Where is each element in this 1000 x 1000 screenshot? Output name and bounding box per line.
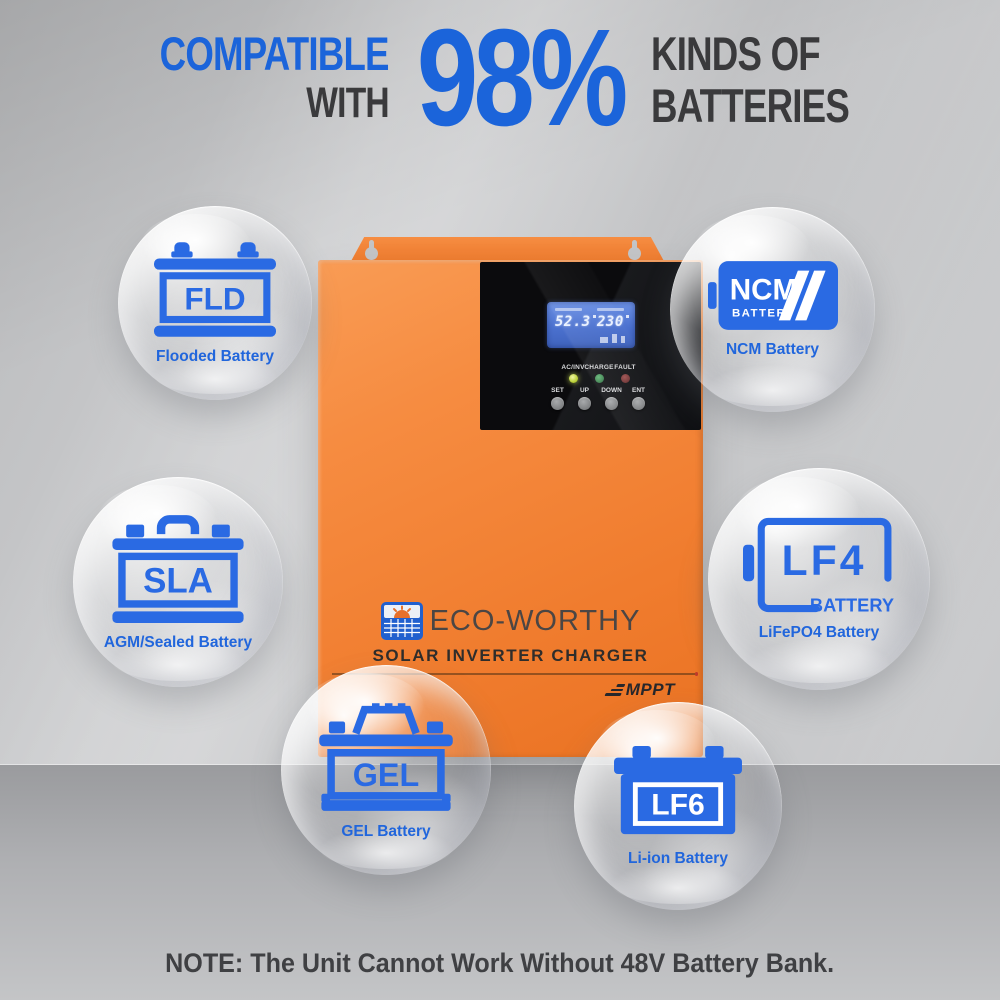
button-label-down: DOWN <box>601 387 622 394</box>
led-fault <box>620 374 630 383</box>
bubble-sla-battery: SLA AGM/Sealed Battery <box>73 477 283 687</box>
bubble-label: NCM Battery <box>725 340 819 358</box>
down-button[interactable] <box>605 397 618 410</box>
bubble-ncm-battery: NCM BATTERY NCM Battery <box>670 207 875 412</box>
bubble-lifepo4-battery: LF4 BATTERY LiFePO4 Battery <box>708 468 930 690</box>
led-label-charge: CHARGE <box>584 364 614 371</box>
footer-note-text: NOTE: The Unit Cannot Work Without 48V B… <box>165 948 835 978</box>
ncm-battery-icon: NCM BATTERY <box>707 260 838 330</box>
bubble-liion-battery: LF6 Li-ion Battery <box>574 702 782 910</box>
bubble-label: GEL Battery <box>341 822 431 840</box>
svg-text:FLD: FLD <box>184 280 245 316</box>
bubble-flooded-battery: FLD Flooded Battery <box>118 206 312 400</box>
svg-text:BATTERY: BATTERY <box>731 307 794 319</box>
led-indicators: AC/INV CHARGE FAULT <box>560 364 638 383</box>
brand-logo: ECO-WORTHY <box>318 602 703 640</box>
mounting-bracket <box>350 237 665 263</box>
liion-battery-icon: LF6 <box>614 745 742 835</box>
headline-kinds-of: KINDS OF <box>651 27 821 80</box>
headline-percent: 98% <box>416 1 628 155</box>
lcd-value-right: 230 <box>597 314 629 330</box>
mppt-text: MPPT <box>625 680 675 699</box>
keyhole-left-icon <box>364 240 378 260</box>
flooded-battery-icon: FLD <box>154 241 276 337</box>
svg-text:BATTERY: BATTERY <box>810 594 894 612</box>
solar-panel-icon <box>380 602 423 640</box>
brand-name: ECO-WORTHY <box>429 604 641 637</box>
floor-background <box>0 765 1000 1000</box>
button-label-set: SET <box>551 387 564 394</box>
lifepo4-battery-icon: LF4 BATTERY <box>743 517 894 613</box>
headline-with: WITH <box>306 78 389 127</box>
bubble-gel-battery: GEL GEL Battery <box>281 665 491 875</box>
lcd-label-bar <box>597 308 624 311</box>
led-label-acinv: AC/INV <box>561 364 585 371</box>
headline-batteries: BATTERIES <box>651 78 850 132</box>
svg-text:LF4: LF4 <box>782 537 867 585</box>
headline: COMPATIBLE WITH 98% KINDS OF BATTERIES <box>0 1 1000 155</box>
bubble-label: AGM/Sealed Battery <box>103 633 253 651</box>
set-button[interactable] <box>551 397 564 410</box>
svg-text:NCM: NCM <box>729 273 796 306</box>
keyhole-right-icon <box>627 240 641 260</box>
bubble-label: Li-ion Battery <box>628 850 728 867</box>
sla-battery-icon: SLA <box>112 514 244 623</box>
speed-lines-icon <box>604 684 626 696</box>
panel-buttons: SET UP DOWN ENT <box>544 387 652 410</box>
gel-battery-icon: GEL <box>319 702 453 811</box>
lcd-label-bar <box>555 308 582 311</box>
led-charge <box>594 374 604 383</box>
svg-text:GEL: GEL <box>353 757 419 793</box>
lcd-value-left: 52.3 <box>555 314 596 330</box>
button-label-ent: ENT <box>632 387 645 394</box>
divider-line <box>332 672 698 675</box>
headline-compatible: COMPATIBLE <box>159 27 390 80</box>
mppt-badge: MPPT <box>604 680 675 700</box>
button-label-up: UP <box>579 387 590 394</box>
product-subtitle: SOLAR INVERTER CHARGER <box>372 646 649 665</box>
svg-text:LF6: LF6 <box>651 789 704 822</box>
display-panel: 52.3 230 AC/INV CHARGE <box>480 262 701 430</box>
led-label-fault: FAULT <box>614 364 636 371</box>
svg-text:SLA: SLA <box>143 561 213 600</box>
lcd-screen: 52.3 230 <box>547 302 635 348</box>
ent-button[interactable] <box>632 397 645 410</box>
bubble-label: Flooded Battery <box>156 347 274 365</box>
lcd-status-icons <box>600 334 625 343</box>
bubble-label: LiFePO4 Battery <box>758 623 880 641</box>
footer-note: NOTE: The Unit Cannot Work Without 48V B… <box>0 948 1000 979</box>
led-acinv <box>568 374 578 383</box>
up-button[interactable] <box>578 397 591 410</box>
